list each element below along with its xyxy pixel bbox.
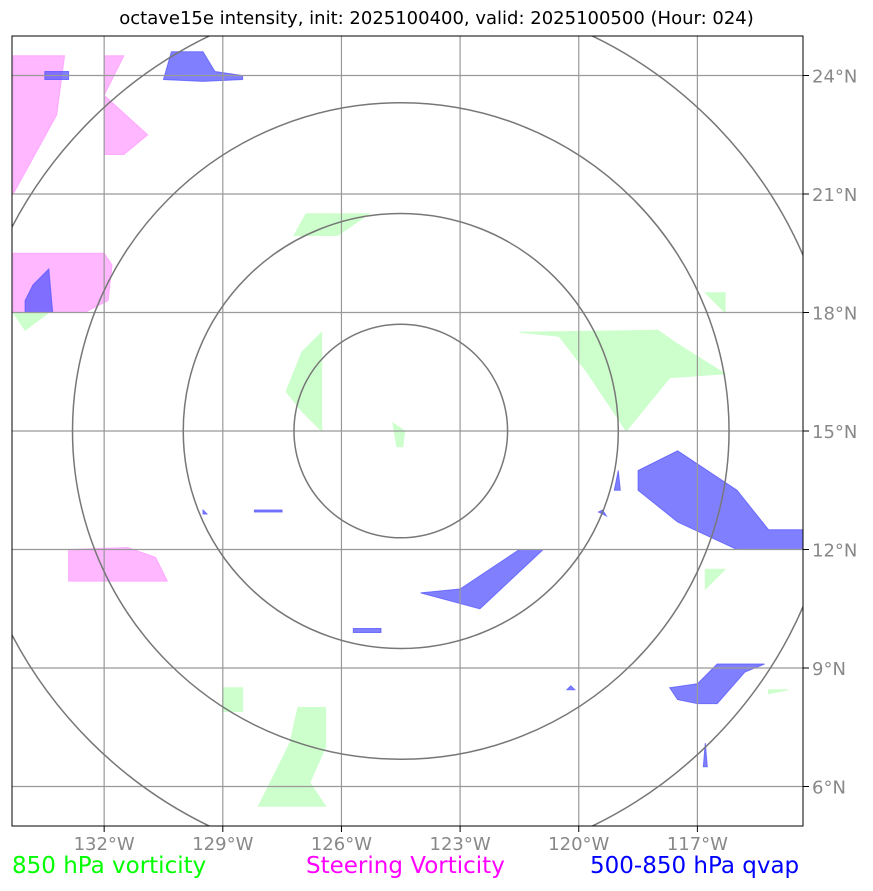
vorticity-850-area — [12, 312, 51, 332]
range-rings — [12, 36, 803, 826]
lon-tick-label: 126°W — [311, 834, 372, 855]
legend-qvap: 500-850 hPa qvap — [590, 852, 799, 880]
lon-tick-label: 132°W — [74, 834, 135, 855]
lon-tick-label: 129°W — [192, 834, 253, 855]
axis-ticks: 132°W 129°W 126°W 123°W 120°W 117°W 24°N 21°N 18… — [74, 67, 858, 856]
steering-vorticity-area — [103, 55, 149, 155]
range-ring — [71, 101, 730, 761]
qvap-area — [702, 742, 708, 768]
qvap-area — [565, 685, 577, 691]
lon-tick-label: 123°W — [430, 834, 491, 855]
lat-tick-label: 18°N — [812, 304, 857, 325]
lon-tick-label: 120°W — [548, 834, 609, 855]
legend-850-vorticity-label: 850 hPa vorticity — [12, 853, 207, 879]
vorticity-850-area — [285, 331, 323, 433]
plot-title: octave15e intensity, init: 2025100400, v… — [119, 8, 754, 29]
lat-tick-label: 9°N — [812, 659, 846, 680]
fields-layer — [12, 51, 803, 807]
legend-850-vorticity: 850 hPa vorticity — [12, 852, 206, 880]
vorticity-850-area — [704, 292, 726, 314]
qvap-area — [253, 509, 283, 513]
vorticity-850-area — [519, 329, 727, 432]
qvap-area — [352, 628, 382, 633]
lon-tick-label: 117°W — [667, 834, 728, 855]
vorticity-850-area — [257, 707, 327, 807]
legend-steering-vorticity-label: Steering Vorticity — [306, 853, 505, 879]
lat-tick-label: 6°N — [812, 778, 846, 799]
vorticity-850-area — [704, 568, 727, 591]
lat-tick-label: 15°N — [812, 422, 857, 443]
vorticity-850-area — [392, 422, 406, 448]
range-ring — [182, 212, 620, 650]
qvap-area — [420, 549, 545, 610]
gridlines — [12, 36, 803, 826]
qvap-area — [202, 508, 209, 515]
legend-steering-vorticity: Steering Vorticity — [306, 852, 505, 880]
lat-tick-label: 24°N — [812, 67, 857, 88]
lat-tick-label: 12°N — [812, 541, 857, 562]
qvap-area — [162, 51, 244, 82]
range-ring — [293, 323, 509, 539]
legend-qvap-label: 500-850 hPa qvap — [590, 853, 800, 879]
steering-vorticity-area — [68, 546, 169, 582]
steering-vorticity-area — [12, 55, 66, 195]
vorticity-850-area — [768, 689, 789, 695]
qvap-area — [613, 470, 621, 491]
lat-tick-label: 21°N — [812, 185, 857, 206]
